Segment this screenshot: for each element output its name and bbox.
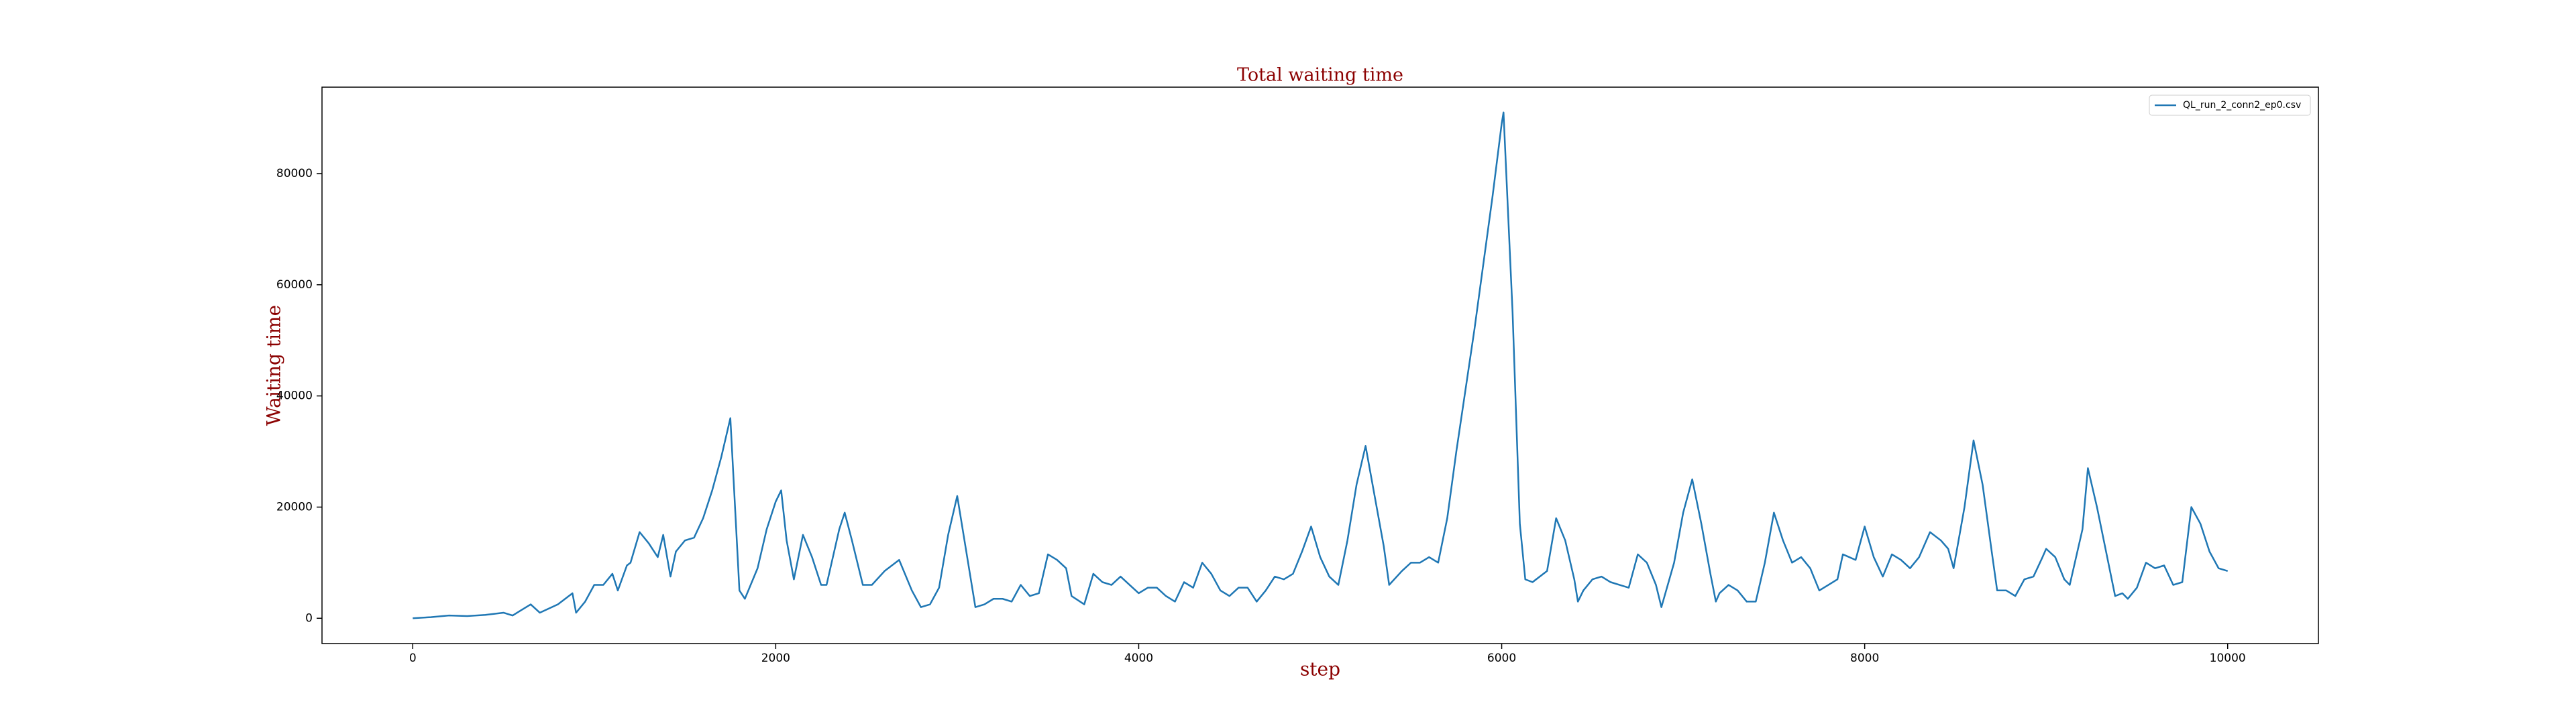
x-tick-label: 2000 [761,652,790,665]
y-tick-label: 60000 [276,278,313,292]
legend-box [2149,95,2311,116]
x-tick-label: 10000 [2210,652,2246,665]
y-axis-label: Waiting time [263,305,285,426]
x-tick-label: 8000 [1850,652,1879,665]
x-tick-label: 4000 [1124,652,1153,665]
x-tick-label: 6000 [1487,652,1516,665]
data-line [413,111,2229,619]
y-tick-label: 80000 [276,167,313,180]
y-tick-label: 40000 [276,389,313,403]
plot-frame [321,86,2319,644]
y-tick-label: 20000 [276,500,313,514]
x-axis-label: step [1300,658,1340,680]
chart-title: Total waiting time [1237,65,1403,86]
x-tick-label: 0 [409,652,417,665]
y-tick-label: 0 [305,611,313,625]
legend-label: QL_run_2_conn2_ep0.csv [2183,100,2301,111]
